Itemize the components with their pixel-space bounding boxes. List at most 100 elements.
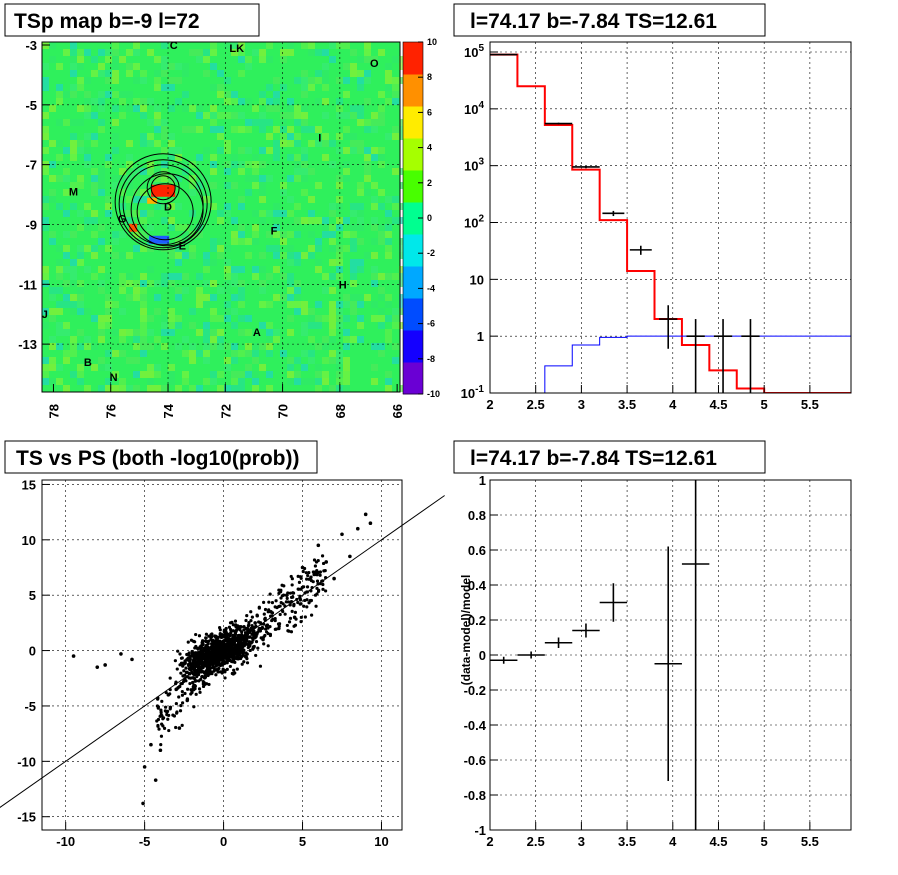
- tsmap-pixel: [336, 112, 343, 119]
- residual-y-tick-label: -1: [474, 823, 486, 838]
- tsmap-pixel: [350, 259, 357, 266]
- tsmap-pixel: [203, 259, 210, 266]
- scatter-point: [315, 579, 320, 583]
- scatter-point: [95, 665, 100, 669]
- tsmap-pixel: [287, 315, 294, 322]
- tsmap-pixel: [329, 42, 336, 49]
- tsmap-pixel: [259, 112, 266, 119]
- tsmap-pixel: [63, 245, 70, 252]
- scatter-point: [174, 687, 179, 692]
- tsmap-pixel: [119, 378, 126, 385]
- tsmap-pixel: [329, 273, 336, 280]
- tsmap-pixel: [301, 147, 308, 154]
- tsmap-pixel: [126, 154, 133, 161]
- tsmap-pixel: [308, 245, 315, 252]
- tsmap-pixel: [42, 133, 49, 140]
- tsmap-pixel: [154, 385, 161, 392]
- tsmap-pixel: [231, 98, 238, 105]
- tsmap-pixel: [105, 308, 112, 315]
- tsmap-pixel: [147, 378, 154, 385]
- tsmap-pixel: [273, 329, 280, 336]
- tsmap-pixel: [119, 350, 126, 357]
- tsmap-pixel: [42, 371, 49, 378]
- tsmap-pixel: [392, 203, 399, 210]
- scatter-point: [368, 521, 373, 525]
- tsmap-pixel: [189, 350, 196, 357]
- tsmap-pixel: [294, 140, 301, 147]
- tsmap-pixel: [280, 294, 287, 301]
- tsmap-pixel: [266, 350, 273, 357]
- tsmap-pixel: [91, 56, 98, 63]
- scatter-point: [193, 677, 197, 681]
- tsmap-pixel: [154, 371, 161, 378]
- tsmap-pixel: [287, 301, 294, 308]
- tsmap-pixel: [140, 301, 147, 308]
- scatter-point: [211, 651, 216, 655]
- scatter-point: [228, 664, 232, 669]
- scatter-point: [297, 580, 302, 585]
- scatter-point: [166, 717, 170, 721]
- tsmap-pixel: [336, 105, 343, 112]
- scatter-point: [270, 618, 274, 623]
- tsmap-pixel: [252, 168, 259, 175]
- tsmap-source-label: B: [84, 357, 92, 369]
- tsmap-pixel: [105, 350, 112, 357]
- scatter-point: [303, 615, 307, 619]
- tsmap-pixel: [105, 385, 112, 392]
- tsmap-pixel: [224, 140, 231, 147]
- scatter-point: [224, 631, 228, 635]
- scatter-point: [224, 633, 228, 637]
- tick-exponent: 3: [478, 157, 484, 168]
- tsmap-pixel: [140, 336, 147, 343]
- tick-base: 10: [464, 159, 478, 174]
- scatter-point: [240, 662, 244, 666]
- tsmap-pixel: [294, 280, 301, 287]
- colorbar-segment: [403, 330, 423, 363]
- tsmap-pixel: [56, 119, 63, 126]
- tsmap-pixel: [231, 42, 238, 49]
- tsmap-pixel: [84, 147, 91, 154]
- tsmap-pixel: [273, 203, 280, 210]
- tsmap-pixel: [210, 203, 217, 210]
- tsmap-pixel: [336, 224, 343, 231]
- tsmap-pixel: [301, 329, 308, 336]
- tsmap-pixel: [273, 245, 280, 252]
- tsmap-pixel: [210, 329, 217, 336]
- tsmap-pixel: [336, 217, 343, 224]
- tsmap-pixel: [392, 126, 399, 133]
- scatter-point: [247, 621, 251, 625]
- tsmap-pixel: [343, 161, 350, 168]
- scatter-point: [192, 639, 196, 643]
- tsmap-pixel: [343, 126, 350, 133]
- tsmap-pixel: [245, 98, 252, 105]
- tsmap-pixel: [175, 224, 182, 231]
- tsmap-pixel: [224, 168, 231, 175]
- tsmap-pixel: [378, 203, 385, 210]
- tsmap-pixel: [49, 140, 56, 147]
- tsmap-pixel: [42, 217, 49, 224]
- tsmap-pixel: [98, 385, 105, 392]
- scatter-point: [175, 667, 179, 671]
- tsmap-pixel: [371, 315, 378, 322]
- tsmap-pixel: [84, 154, 91, 161]
- tsmap-pixel: [343, 112, 350, 119]
- tsmap-pixel: [70, 49, 77, 56]
- tsmap-pixel: [84, 98, 91, 105]
- tsmap-pixel: [385, 273, 392, 280]
- scatter-point: [309, 613, 314, 617]
- tsmap-pixel: [399, 168, 406, 175]
- tsmap-pixel: [273, 98, 280, 105]
- tsmap-title: TSp map b=-9 l=72: [14, 10, 200, 33]
- tsmap-pixel: [84, 77, 91, 84]
- tsmap-pixel: [147, 329, 154, 336]
- scatter-point: [296, 574, 300, 578]
- tsmap-pixel: [385, 133, 392, 140]
- tsmap-pixel: [182, 252, 189, 259]
- tsmap-pixel: [273, 231, 280, 238]
- tsmap-pixel: [70, 189, 77, 196]
- spectrum-title-box: [453, 3, 766, 37]
- scatter-point: [149, 742, 153, 747]
- tsmap-pixel: [266, 210, 273, 217]
- tsmap-pixel: [399, 63, 406, 70]
- tsmap-pixel: [203, 49, 210, 56]
